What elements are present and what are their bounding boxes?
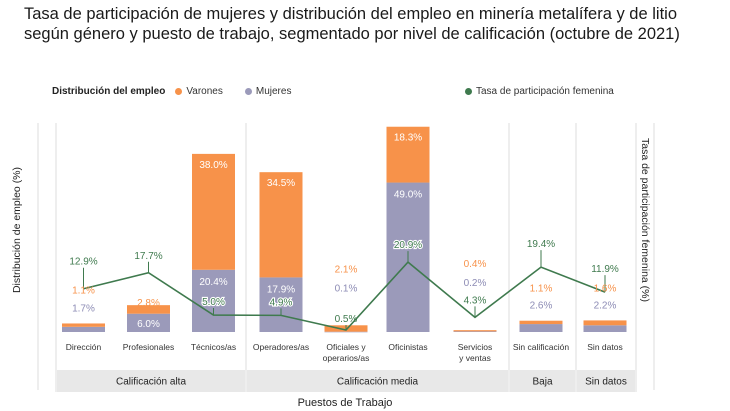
rate-data-label: 19.4% (527, 239, 555, 250)
group-label: Sin datos (585, 377, 627, 388)
x-axis-title: Puestos de Trabajo (298, 397, 393, 409)
bar-varones (519, 320, 563, 325)
mujeres-data-label: 2.6% (530, 301, 553, 312)
group-band (57, 370, 245, 392)
bar-mujeres (324, 331, 368, 333)
category-tick-label: Servicios (458, 342, 492, 352)
legend-rate: Tasa de participación femenina (465, 86, 636, 97)
varones-data-label: 1.1% (72, 285, 95, 296)
rate-data-label: 12.9% (69, 257, 97, 268)
group-label: Baja (532, 377, 552, 388)
rate-data-label: 4.3% (464, 295, 487, 306)
legend-distribution: Distribución del empleo Varones Mujeres (52, 86, 313, 97)
bar-mujeres (519, 324, 563, 332)
legend-title: Distribución del empleo (52, 86, 166, 97)
rate-data-label: 11.9% (591, 264, 619, 275)
mujeres-data-label: 20.4% (199, 277, 227, 288)
varones-data-label: 1.1% (530, 284, 553, 295)
varones-data-label: 2.1% (335, 264, 358, 275)
mujeres-data-label: 49.0% (394, 190, 422, 201)
bar-varones (62, 323, 105, 327)
bar-mujeres (583, 325, 627, 332)
y-axis-label-left: Distribución de empleo (%) (11, 166, 23, 294)
category-tick-label: Sin calificación (513, 342, 569, 352)
group-band (577, 370, 635, 392)
varones-data-label: 34.5% (267, 178, 295, 189)
category-tick-label: Dirección (66, 342, 102, 352)
bar-varones (453, 330, 497, 332)
mujeres-data-label: 0.1% (335, 283, 358, 294)
legend-label-tasa: Tasa de participación femenina (476, 86, 614, 97)
legend-item-tasa: Tasa de participación femenina (465, 86, 614, 97)
legend-item-varones: Varones (175, 86, 223, 97)
rate-data-label: 20.9% (394, 240, 422, 251)
bar-varones (127, 305, 170, 314)
category-tick-label: Oficinistas (388, 342, 427, 352)
rate-data-label: 5.0% (202, 297, 225, 308)
legend-dot-varones (175, 88, 183, 95)
mujeres-data-label: 1.7% (72, 303, 95, 314)
category-tick-label: Técnicos/as (191, 342, 236, 352)
group-band (510, 370, 575, 392)
category-tick-label: Oficiales y (326, 342, 366, 352)
bar-varones (386, 126, 430, 183)
category-tick-label: y ventas (459, 353, 491, 363)
legend-label-mujeres: Mujeres (255, 86, 292, 97)
chart-title: Tasa de participación de mujeres y distr… (24, 5, 680, 43)
category-tick-label: operarios/as (323, 353, 370, 363)
category-tick-label: Sin datos (587, 342, 622, 352)
varones-data-label: 2.8% (137, 298, 160, 309)
category-tick-label: Operadores/as (253, 342, 309, 352)
mujeres-data-label: 0.2% (464, 278, 487, 289)
bar-mujeres (259, 277, 303, 332)
bar-mujeres (127, 313, 170, 332)
legend-label-varones: Varones (186, 86, 223, 97)
bar-mujeres (62, 326, 105, 332)
rate-data-label: 0.5% (335, 314, 358, 325)
bar-varones (259, 172, 303, 278)
y-axis-label-right: Tasa de participación femenina (%) (639, 137, 651, 303)
group-label: Calificación media (337, 377, 419, 388)
bar-mujeres (192, 269, 235, 332)
varones-data-label: 0.4% (464, 259, 487, 270)
legend-item-mujeres: Mujeres (244, 86, 292, 97)
group-label: Calificación alta (116, 377, 186, 388)
rate-data-label: 4.9% (270, 297, 293, 308)
varones-data-label: 1.6% (594, 283, 617, 294)
varones-data-label: 38.0% (199, 160, 227, 171)
legend-dot-tasa (465, 88, 472, 95)
category-tick-label: Profesionales (123, 342, 175, 352)
mujeres-data-label: 17.9% (267, 284, 295, 295)
mujeres-data-label: 6.0% (137, 319, 160, 330)
bar-varones (583, 320, 627, 326)
group-band (247, 370, 508, 392)
bar-varones (192, 153, 235, 270)
rate-data-label: 17.7% (134, 251, 162, 262)
bar-mujeres (453, 331, 497, 332)
mujeres-data-label: 2.2% (594, 300, 617, 311)
varones-data-label: 18.3% (394, 133, 422, 144)
legend-dot-mujeres (244, 88, 252, 95)
